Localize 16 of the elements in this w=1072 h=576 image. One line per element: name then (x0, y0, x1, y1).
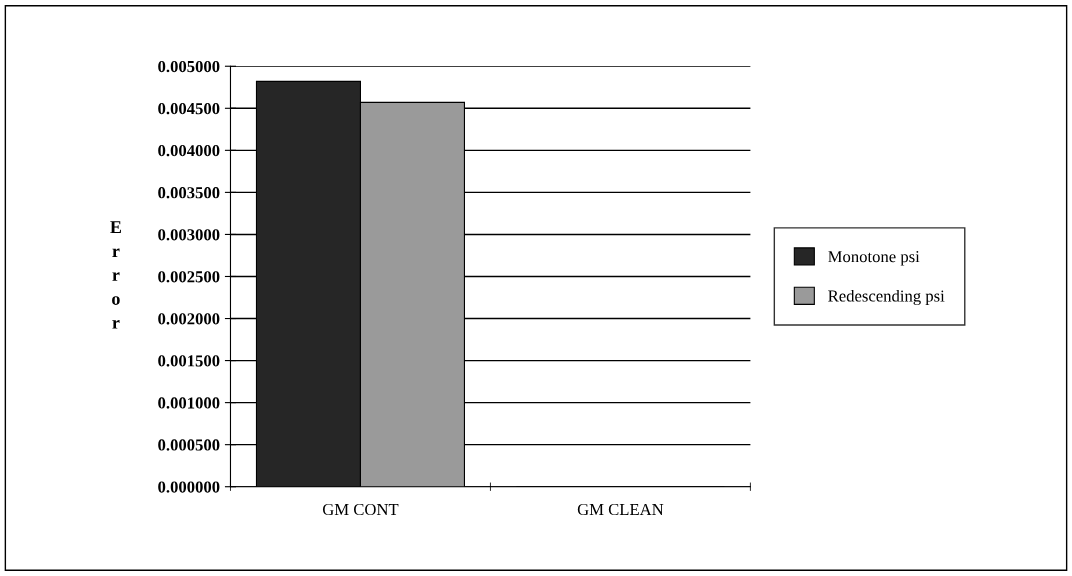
y-tick-label: 0.000500 (158, 439, 220, 451)
y-tick-label: 0.002500 (158, 271, 220, 283)
y-tick-label: 0.000000 (158, 481, 220, 493)
legend-label: Redescending psi (828, 289, 945, 306)
y-tick-label: 0.005000 (158, 60, 220, 73)
y-tick-label: 0.002000 (158, 313, 220, 325)
x-tick-label: GM CLEAN (577, 503, 664, 516)
x-tick-label: GM CONT (322, 503, 399, 516)
y-tick-label: 0.003000 (158, 229, 220, 241)
y-tick-label: 0.004500 (158, 102, 220, 115)
y-tick-label: 0.001000 (158, 397, 220, 409)
y-axis-title: Error (110, 221, 121, 329)
y-tick-label: 0.004000 (158, 145, 220, 157)
y-tick-label: 0.001500 (158, 355, 220, 367)
y-tick-label: 0.003500 (158, 187, 220, 199)
legend-label: Monotone psi (828, 251, 920, 266)
